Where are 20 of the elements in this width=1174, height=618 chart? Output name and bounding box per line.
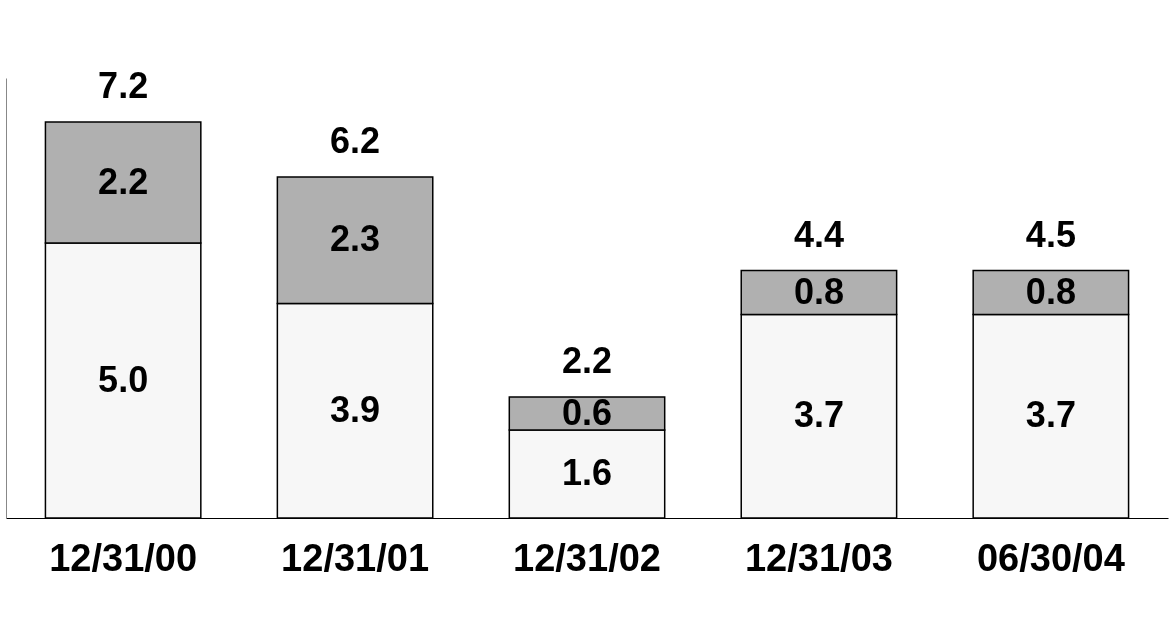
data-label: 2.2 xyxy=(98,160,149,202)
data-label: 0.8 xyxy=(1025,270,1076,312)
data-label: 0.8 xyxy=(793,270,844,312)
total-label: 4.5 xyxy=(1025,213,1076,255)
x-tick-label: 12/31/01 xyxy=(281,536,430,579)
data-label: 1.6 xyxy=(561,452,613,493)
data-label: 5.0 xyxy=(98,358,149,400)
total-label: 2.2 xyxy=(561,340,613,381)
x-tick-label: 06/30/04 xyxy=(976,536,1125,579)
data-label: 2.3 xyxy=(330,218,381,260)
total-label: 4.4 xyxy=(793,213,844,255)
data-label: 3.7 xyxy=(793,394,844,436)
total-label: 7.2 xyxy=(98,65,149,106)
data-label: 3.7 xyxy=(1025,394,1076,436)
x-tick-label: 12/31/03 xyxy=(744,536,893,579)
x-tick-label: 12/31/02 xyxy=(513,536,661,579)
x-tick-label: 12/31/00 xyxy=(49,536,198,579)
data-label: 3.9 xyxy=(330,388,381,430)
total-label: 6.2 xyxy=(330,120,381,161)
data-label: 0.6 xyxy=(561,391,613,433)
